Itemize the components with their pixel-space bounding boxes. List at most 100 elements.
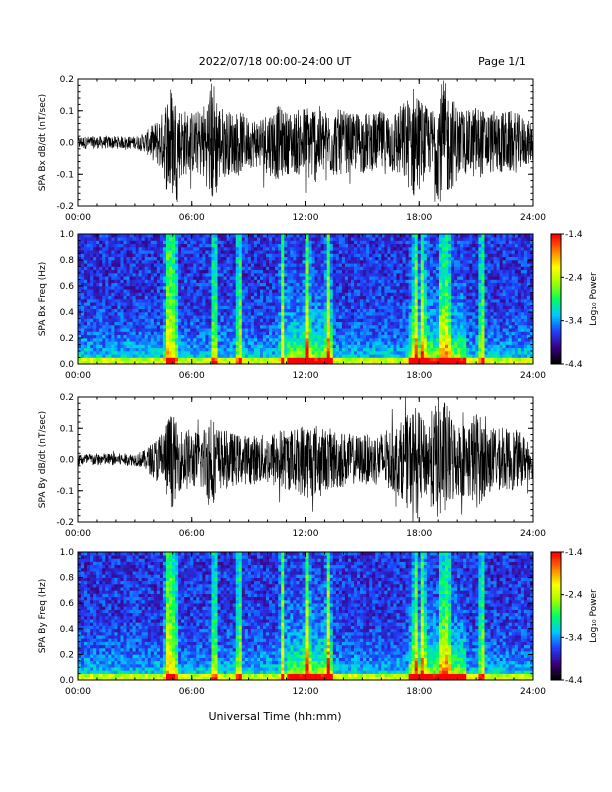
heatmap-cell [238, 334, 243, 339]
heatmap-cell [390, 360, 394, 365]
heatmap-cell [375, 250, 379, 254]
heatmap-cell [169, 344, 173, 349]
heatmap-cell [229, 243, 233, 248]
heatmap-cell [253, 253, 258, 258]
heatmap-cell [190, 263, 194, 267]
heatmap-cell [84, 305, 88, 310]
heatmap-cell [341, 318, 346, 323]
heatmap-cell [102, 328, 106, 332]
heatmap-cell [244, 250, 249, 254]
heatmap-cell [363, 237, 367, 241]
heatmap-cell [217, 344, 221, 349]
heatmap-cell [284, 289, 288, 293]
heatmap-cell [405, 273, 409, 277]
heatmap-cell [144, 247, 149, 251]
heatmap-cell [287, 338, 291, 342]
heatmap-cell [423, 237, 428, 241]
heatmap-cell [217, 266, 221, 271]
heatmap-cell [90, 334, 94, 339]
heatmap-cell [354, 318, 358, 323]
heatmap-cell [96, 321, 100, 326]
heatmap-cell [108, 325, 112, 329]
heatmap-cell [102, 334, 106, 339]
heatmap-cell [402, 351, 406, 355]
heatmap-cell [153, 315, 158, 319]
heatmap-cell [199, 360, 203, 365]
heatmap-cell [366, 312, 370, 316]
heatmap-cell [269, 305, 273, 310]
heatmap-cell [275, 289, 279, 293]
heatmap-cell [375, 308, 379, 313]
heatmap-cell [299, 344, 303, 349]
heatmap-cell [438, 266, 443, 271]
heatmap-cell [196, 250, 200, 254]
heatmap-cell [420, 334, 425, 339]
heatmap-cell [420, 263, 425, 267]
heatmap-cell [187, 331, 191, 336]
heatmap-cell [363, 282, 367, 287]
heatmap-cell [141, 240, 146, 245]
heatmap-cell [172, 237, 176, 241]
heatmap-cell [238, 250, 243, 254]
heatmap-cell [417, 269, 422, 274]
heatmap-cell [438, 273, 443, 277]
heatmap-cell [314, 234, 318, 238]
heatmap-cell [253, 273, 258, 277]
heatmap-cell [190, 344, 194, 349]
heatmap-cell [184, 299, 188, 303]
heatmap-cell [287, 360, 291, 365]
heatmap-cell [396, 354, 400, 358]
heatmap-cell [238, 247, 243, 251]
heatmap-cell [187, 325, 191, 329]
heatmap-cell [235, 305, 240, 310]
heatmap-cell [402, 308, 406, 313]
heatmap-cell [153, 334, 158, 339]
heatmap-cell [323, 341, 328, 345]
heatmap-cell [399, 237, 403, 241]
heatmap-cell [341, 328, 346, 332]
heatmap-cell [114, 279, 118, 284]
heatmap-cell [247, 273, 252, 277]
heatmap-cell [226, 302, 230, 306]
heatmap-cell [405, 250, 409, 254]
heatmap-cell [375, 269, 379, 274]
heatmap-cell [317, 308, 321, 313]
heatmap-cell [323, 312, 328, 316]
heatmap-cell [378, 334, 382, 339]
heatmap-cell [229, 250, 233, 254]
heatmap-cell [299, 302, 303, 306]
heatmap-cell [275, 360, 279, 365]
heatmap-cell [323, 234, 328, 238]
heatmap-cell [438, 240, 443, 245]
heatmap-cell [420, 282, 425, 287]
heatmap-cell [429, 321, 434, 326]
heatmap-cell [360, 302, 364, 306]
heatmap-cell [275, 250, 279, 254]
heatmap-cell [399, 256, 403, 261]
heatmap-cell [141, 260, 146, 264]
heatmap-cell [235, 234, 240, 238]
heatmap-cell [181, 341, 185, 345]
heatmap-cell [275, 295, 279, 300]
heatmap-cell [432, 325, 437, 329]
heatmap-cell [341, 315, 346, 319]
heatmap-cell [187, 286, 191, 290]
heatmap-cell [372, 299, 376, 303]
heatmap-cell [196, 308, 200, 313]
heatmap-cell [138, 318, 142, 323]
heatmap-cell [269, 334, 273, 339]
heatmap-cell [296, 312, 300, 316]
heatmap-cell [162, 250, 167, 254]
heatmap-cell [102, 354, 106, 358]
heatmap-cell [429, 305, 434, 310]
heatmap-cell [241, 240, 246, 245]
heatmap-cell [390, 243, 394, 248]
heatmap-cell [323, 250, 328, 254]
heatmap-cell [396, 305, 400, 310]
heatmap-cell [275, 312, 279, 316]
heatmap-cell [120, 269, 124, 274]
heatmap-cell [393, 354, 397, 358]
heatmap-cell [90, 237, 94, 241]
heatmap-cell [235, 299, 240, 303]
heatmap-cell [381, 315, 385, 319]
